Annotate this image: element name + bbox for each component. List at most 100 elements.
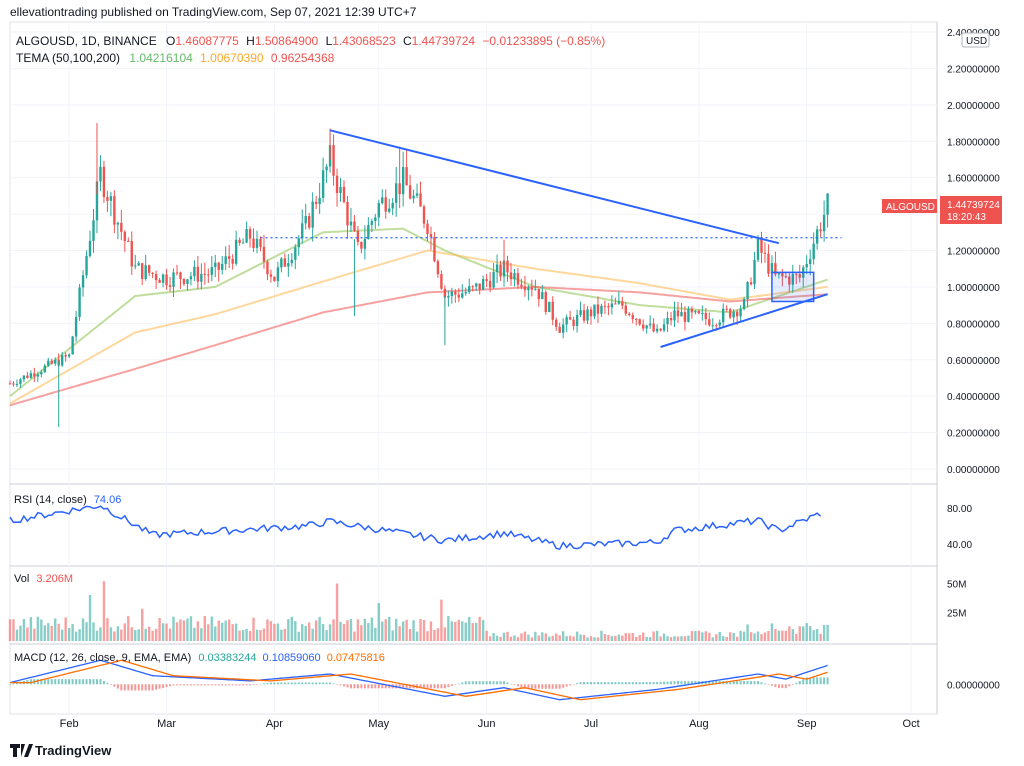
macd-histogram-bar [144, 684, 147, 691]
volume-bar [367, 623, 370, 641]
macd-histogram-bar [798, 681, 801, 685]
macd-histogram-bar [572, 684, 575, 685]
macd-histogram-bar [242, 684, 245, 686]
macd-histogram-bar [193, 684, 196, 686]
macd-label[interactable]: MACD (12, 26, close, 9, EMA, EMA) [14, 652, 192, 664]
volume-bar [457, 619, 461, 641]
macd-histogram-bar [607, 682, 610, 685]
candle-body [655, 328, 659, 332]
macd-histogram-bar [593, 682, 596, 685]
volume-bar [161, 623, 165, 641]
macd-histogram-bar [301, 682, 304, 685]
macd-histogram-bar [583, 682, 586, 685]
macd-histogram-bar [172, 684, 175, 686]
candle-body [92, 220, 95, 241]
volume-bar [826, 624, 829, 641]
candle-body [440, 274, 443, 289]
volume-bar [346, 620, 349, 641]
candle-body [332, 145, 335, 176]
macd-histogram-bar [819, 677, 822, 685]
macd-histogram-bar [600, 682, 603, 685]
currency-button-bg[interactable] [961, 32, 990, 48]
drawings[interactable] [260, 129, 842, 348]
volume-bar [739, 630, 742, 641]
candle-body [19, 379, 22, 384]
time-tick-label: Jul [584, 718, 598, 730]
volume-bar [384, 619, 387, 641]
macd-histogram-bar [555, 684, 558, 689]
volume-label[interactable]: Vol [14, 573, 30, 585]
volume-bar [447, 615, 450, 641]
volume-bar [304, 625, 307, 641]
candle-body [784, 276, 788, 278]
footer-brand[interactable]: TradingView [35, 743, 112, 758]
volume-bar [262, 628, 266, 641]
consolidation-box [771, 271, 815, 303]
macd-histogram-bar [520, 684, 523, 688]
macd-histogram-bar [61, 679, 64, 685]
volume-legend[interactable]: Vol 3.206M [14, 573, 73, 585]
candle-body [753, 259, 756, 285]
candle-body [711, 325, 714, 327]
macd-histogram-bar [617, 682, 620, 685]
candle-body [621, 301, 624, 306]
macd-histogram-bar [50, 679, 53, 685]
candle-body [377, 203, 380, 218]
candle-body [763, 252, 767, 254]
candle-body [109, 196, 113, 201]
macd-histogram-bar [186, 684, 189, 686]
volume-bar [29, 617, 33, 641]
rsi-label[interactable]: RSI (14, close) [14, 494, 87, 506]
tema-legend[interactable]: TEMA (50,100,200) 1.04216104 1.00670390 … [16, 51, 334, 65]
rsi-legend[interactable]: RSI (14, close) 74.06 [14, 494, 121, 506]
candle-body [290, 259, 294, 264]
volume-bar [548, 636, 551, 641]
macd-histogram-bar [162, 684, 165, 688]
candle-body [234, 239, 238, 264]
candle-body [561, 324, 565, 333]
volume-bar [760, 634, 763, 641]
macd-histogram-bar [36, 679, 39, 685]
macd-histogram-bar [429, 684, 432, 689]
candle-body [374, 217, 377, 222]
macd-histogram-bar [336, 684, 339, 685]
macd-histogram-bar [624, 682, 627, 685]
candle-body [408, 185, 412, 199]
candle-body [64, 355, 67, 357]
candle-body [15, 383, 19, 385]
rsi-pane [9, 505, 822, 551]
candle-body [610, 303, 614, 308]
macd-histogram-bar [363, 684, 366, 689]
symbol-line[interactable]: ALGOUSD, 1D, BINANCE [16, 34, 157, 48]
time-tick-label: Sep [797, 718, 817, 730]
tema-label[interactable]: TEMA (50,100,200) [16, 51, 121, 65]
currency-label[interactable]: USD [966, 36, 987, 47]
candle-body [805, 263, 808, 268]
macd-histogram-bar [663, 681, 666, 685]
volume-bar [433, 629, 436, 641]
macd-histogram-bar [256, 684, 259, 685]
volume-bar [120, 629, 123, 641]
candle-body [791, 273, 794, 285]
macd-histogram-bar [322, 682, 325, 685]
candle-body [635, 319, 638, 321]
volume-bar [781, 630, 784, 641]
symbol-legend[interactable]: ALGOUSD, 1D, BINANCE O1.46087775 H1.5086… [16, 34, 605, 48]
candle-body [8, 383, 12, 385]
currency-button[interactable]: USD [961, 32, 990, 48]
volume-bar [134, 630, 137, 641]
macd-histogram-bar [579, 682, 582, 685]
candle-body [732, 311, 735, 318]
volume-bar [182, 620, 186, 641]
candle-body [777, 272, 781, 275]
volume-bar [12, 619, 15, 641]
macd-legend[interactable]: MACD (12, 26, close, 9, EMA, EMA) 0.0338… [14, 652, 385, 664]
volume-bar [276, 623, 280, 641]
volume-bar [579, 634, 582, 641]
volume-bar [749, 632, 753, 641]
candle-body [607, 305, 610, 308]
tradingview-logo[interactable] [10, 744, 33, 757]
macd-histogram-bar [423, 684, 426, 689]
volume-bar [725, 637, 728, 641]
